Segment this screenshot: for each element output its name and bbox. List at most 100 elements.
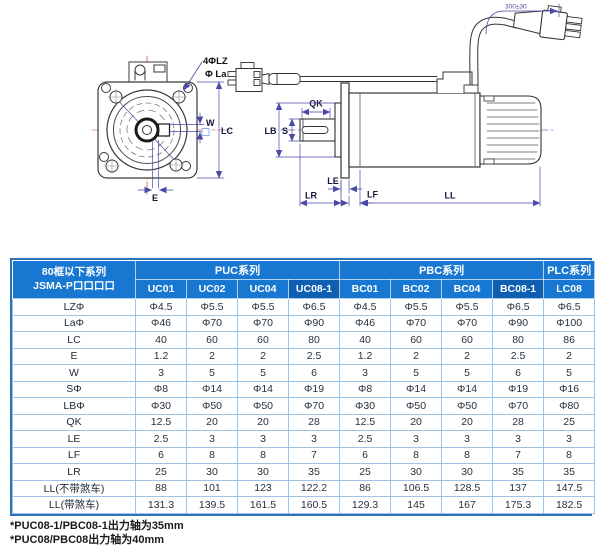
cell-BC04-LL(带煞车): 167 bbox=[441, 496, 494, 514]
cable-length-label: 300±30 bbox=[505, 4, 527, 11]
row-label: LaΦ bbox=[12, 314, 136, 332]
encoder-cable bbox=[299, 76, 438, 82]
cell-BC04-LF: 8 bbox=[441, 446, 494, 464]
ll-label: LL bbox=[445, 191, 456, 201]
cell-BC01-LL(带煞车): 129.3 bbox=[339, 496, 392, 514]
cell-UC01-LaΦ: Φ46 bbox=[135, 314, 187, 332]
cell-UC04-LL(带煞车): 161.5 bbox=[237, 496, 289, 514]
cell-BC04-LC: 60 bbox=[441, 331, 494, 349]
terminal-block bbox=[436, 71, 473, 94]
table-row: LF 6 8 8 7 6 8 8 7 8 bbox=[12, 446, 596, 464]
cell-BC04-LR: 30 bbox=[441, 463, 494, 481]
cell-UC04-LaΦ: Φ70 bbox=[237, 314, 289, 332]
cell-BC04-LE: 3 bbox=[441, 430, 494, 448]
cell-BC02-LL(带煞车): 145 bbox=[390, 496, 443, 514]
cell-BC02-LBΦ: Φ50 bbox=[390, 397, 443, 415]
lc-dimension bbox=[196, 81, 225, 179]
cell-LC08-QK: 25 bbox=[543, 413, 596, 431]
e-dimension bbox=[137, 139, 174, 194]
cell-UC02-LaΦ: Φ70 bbox=[186, 314, 238, 332]
cell-UC02-W: 5 bbox=[186, 364, 238, 382]
table-row: LaΦ Φ46 Φ70 Φ70 Φ90 Φ46 Φ70 Φ70 Φ90 Φ100 bbox=[12, 314, 596, 332]
cell-BC01-SΦ: Φ8 bbox=[339, 380, 392, 398]
encoder-connector bbox=[227, 62, 301, 92]
motor-dimension-drawing: 4ΦLZ Φ La W LC E bbox=[0, 0, 600, 252]
cell-UC08-1-LZΦ: Φ6.5 bbox=[287, 298, 341, 316]
column-header-BC08-1: BC08-1 bbox=[492, 279, 545, 299]
front-view: 4ΦLZ Φ La W LC E bbox=[91, 55, 233, 203]
cell-BC08-1-LZΦ: Φ6.5 bbox=[492, 298, 545, 316]
cell-UC08-1-E: 2.5 bbox=[287, 347, 341, 365]
table-row: SΦ Φ8 Φ14 Φ14 Φ19 Φ8 Φ14 Φ14 Φ19 Φ16 bbox=[12, 380, 596, 398]
cell-BC02-LE: 3 bbox=[390, 430, 443, 448]
column-header-BC04: BC04 bbox=[441, 279, 494, 299]
table-row: LZΦ Φ4.5 Φ5.5 Φ5.5 Φ6.5 Φ4.5 Φ5.5 Φ5.5 Φ6.5 Φ6.5 bbox=[12, 298, 596, 316]
bolt-circle bbox=[119, 102, 175, 158]
column-header-UC01: UC01 bbox=[135, 279, 187, 299]
cell-UC04-QK: 20 bbox=[237, 413, 289, 431]
cell-UC02-LR: 30 bbox=[186, 463, 238, 481]
table-row: LBΦ Φ30 Φ50 Φ50 Φ70 Φ30 Φ50 Φ50 Φ70 Φ80 bbox=[12, 397, 596, 415]
row-label: LL(带煞车) bbox=[12, 496, 136, 514]
cell-BC08-1-LE: 3 bbox=[492, 430, 545, 448]
drawing-svg: 4ΦLZ Φ La W LC E bbox=[91, 3, 583, 207]
corner-header-line1: 80框以下系列 bbox=[41, 266, 107, 279]
cell-UC02-LE: 3 bbox=[186, 430, 238, 448]
column-header-UC04: UC04 bbox=[237, 279, 289, 299]
cell-UC04-SΦ: Φ14 bbox=[237, 380, 289, 398]
flange-side bbox=[340, 82, 350, 179]
cell-BC01-LR: 25 bbox=[339, 463, 392, 481]
cell-UC08-1-LaΦ: Φ90 bbox=[287, 314, 341, 332]
cell-BC08-1-E: 2.5 bbox=[492, 347, 545, 365]
cable-length-dimension bbox=[485, 3, 560, 35]
rear-clip-bottom bbox=[483, 158, 495, 165]
cell-BC02-LF: 8 bbox=[390, 446, 443, 464]
side-view: 300±30 QK S LB LE bbox=[227, 3, 583, 207]
row-label: LBΦ bbox=[12, 397, 136, 415]
cell-BC02-W: 5 bbox=[390, 364, 443, 382]
pilot-boss bbox=[334, 102, 342, 158]
w-dimension bbox=[169, 112, 205, 144]
cell-UC02-E: 2 bbox=[186, 347, 238, 365]
cell-LC08-W: 5 bbox=[543, 364, 596, 382]
row-label: LF bbox=[12, 446, 136, 464]
cell-BC01-LZΦ: Φ4.5 bbox=[339, 298, 392, 316]
group-header-PBC系列: PBC系列 bbox=[339, 260, 545, 280]
cell-LC08-SΦ: Φ16 bbox=[543, 380, 596, 398]
cell-LC08-LC: 86 bbox=[543, 331, 596, 349]
cell-UC08-1-LC: 80 bbox=[287, 331, 341, 349]
power-cable bbox=[469, 16, 517, 86]
cell-LC08-LBΦ: Φ80 bbox=[543, 397, 596, 415]
table-row: E 1.2 2 2 2.5 1.2 2 2 2.5 2 bbox=[12, 347, 596, 365]
cell-UC04-W: 5 bbox=[237, 364, 289, 382]
lb-dimension bbox=[275, 102, 336, 158]
cell-UC01-LE: 2.5 bbox=[135, 430, 187, 448]
lb-label: LB bbox=[265, 126, 277, 136]
cell-BC04-LaΦ: Φ70 bbox=[441, 314, 494, 332]
bolt-circle-label: Φ La bbox=[205, 69, 227, 80]
table-row: QK 12.5 20 20 28 12.5 20 20 28 25 bbox=[12, 413, 596, 431]
holes-leader-line bbox=[183, 61, 203, 91]
row-label: QK bbox=[12, 413, 136, 431]
cell-BC02-LR: 30 bbox=[390, 463, 443, 481]
motor-body bbox=[348, 92, 481, 168]
w-label: W bbox=[206, 118, 215, 128]
cell-BC08-1-LL(带煞车): 175.3 bbox=[492, 496, 545, 514]
cell-UC01-LR: 25 bbox=[135, 463, 187, 481]
table-row: LL(带煞车) 131.3 139.5 161.5 160.5 129.3 145 167 17… bbox=[12, 496, 596, 514]
cell-BC01-W: 3 bbox=[339, 364, 392, 382]
holes-label: 4ΦLZ bbox=[203, 56, 228, 67]
cell-UC02-LZΦ: Φ5.5 bbox=[186, 298, 238, 316]
cell-BC02-LZΦ: Φ5.5 bbox=[390, 298, 443, 316]
row-label: LC bbox=[12, 331, 136, 349]
cell-BC04-QK: 20 bbox=[441, 413, 494, 431]
cell-UC01-SΦ: Φ8 bbox=[135, 380, 187, 398]
cell-UC04-LE: 3 bbox=[237, 430, 289, 448]
table-row: LE 2.5 3 3 3 2.5 3 3 3 3 bbox=[12, 430, 596, 448]
cell-UC08-1-LL(带煞车): 160.5 bbox=[287, 496, 341, 514]
spec-table-wrapper: 80框以下系列 JSMA-P口口口口 PUC系列 PBC系列 PLC系列 UC01 UC02… bbox=[10, 258, 596, 516]
column-header-BC01: BC01 bbox=[339, 279, 392, 299]
cell-BC02-LC: 60 bbox=[390, 331, 443, 349]
cell-BC08-1-LaΦ: Φ90 bbox=[492, 314, 545, 332]
